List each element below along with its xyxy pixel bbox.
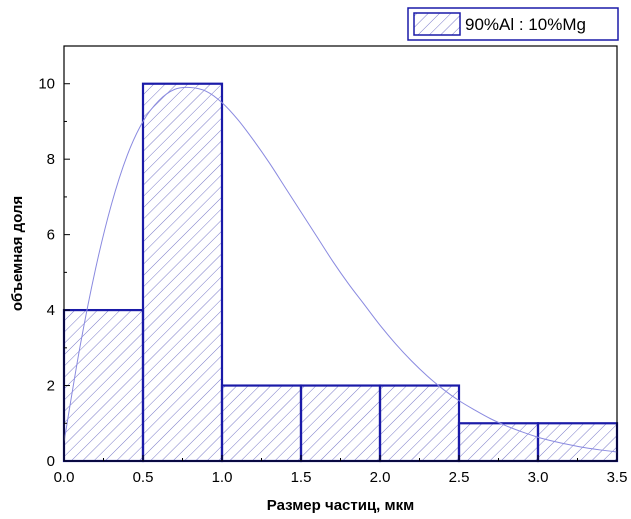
x-tick-label: 1.5 (291, 469, 312, 486)
x-tick-label: 2.0 (370, 469, 391, 486)
x-tick-label: 3.5 (607, 469, 628, 486)
histogram-bar-0 (62, 308, 145, 463)
y-tick-label: 2 (47, 378, 55, 395)
histogram-bar-2 (220, 384, 303, 463)
x-axis-ticks: 0.0 0.5 1.0 1.5 2.0 2.5 3.0 3.5 (54, 455, 628, 486)
y-tick-label: 0 (47, 453, 55, 470)
histogram-bar-5 (457, 422, 540, 463)
legend: 90%Al : 10%Mg (407, 7, 619, 41)
histogram-bar-6 (536, 422, 619, 463)
legend-swatch (413, 12, 461, 36)
y-tick-label: 10 (38, 76, 55, 93)
y-tick-label: 8 (47, 151, 55, 168)
bars-layer (62, 82, 619, 463)
legend-label: 90%Al : 10%Mg (465, 15, 586, 34)
x-tick-label: 0.5 (133, 469, 154, 486)
y-tick-label: 4 (47, 302, 55, 319)
x-tick-label: 3.0 (528, 469, 549, 486)
x-axis-title: Размер частиц, мкм (267, 497, 414, 514)
histogram-bar-3 (299, 384, 382, 463)
y-axis-title: объемная доля (9, 196, 26, 311)
fit-curve-line (63, 86, 618, 453)
histogram-bar-1 (141, 82, 224, 463)
histogram-bar-4 (378, 384, 461, 463)
y-tick-label: 6 (47, 227, 55, 244)
x-tick-label: 0.0 (54, 469, 75, 486)
x-tick-label: 1.0 (212, 469, 233, 486)
y-axis-ticks: 0 2 4 6 8 10 (38, 76, 70, 470)
x-tick-label: 2.5 (449, 469, 470, 486)
